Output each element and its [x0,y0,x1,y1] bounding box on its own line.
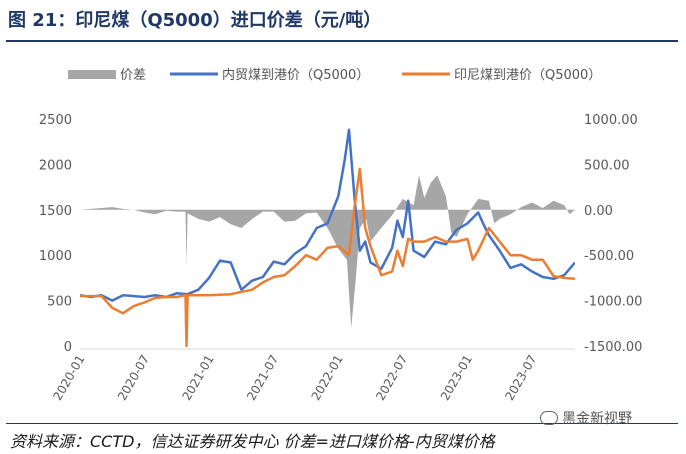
left-axis-tick-label: 1000 [39,249,72,264]
right-axis-tick-label: 1000.00 [584,113,638,128]
line-chart: 价差 内贸煤到港价（Q5000） 印尼煤到港价（Q5000） 0 500 1000 1… [39,67,643,403]
right-axis-tick-label: -1500.00 [584,340,642,355]
indonesia-price-line [80,167,575,348]
x-axis-tick-label: 2022-07 [373,353,410,403]
source-note: 资料来源：CCTD，信达证券研发中心 价差=进口煤价格-内贸煤价格 [10,432,495,451]
right-axis-tick-label: -500.00 [584,249,634,264]
spread-area [80,175,575,328]
x-axis-tick-label: 2021-01 [180,353,217,403]
left-axis-tick-label: 500 [47,295,72,310]
legend-swatch-spread [68,70,116,79]
legend-label-domestic: 内贸煤到港价（Q5000） [222,67,369,83]
left-axis-tick-label: 1500 [39,204,72,219]
x-axis-tick-label: 2021-07 [244,353,281,403]
right-axis-tick-label: 500.00 [584,158,630,173]
right-axis-tick-label: -1000.00 [584,295,642,310]
watermark-text: 黑金新视野 [562,411,632,427]
legend-label-indonesia: 印尼煤到港价（Q5000） [454,68,601,83]
domestic-price-line [80,128,575,302]
left-axis-tick-label: 2500 [39,113,72,128]
x-axis-tick-label: 2023-07 [502,353,539,403]
chart-title: 图 21：印尼煤（Q5000）进口价差（元/吨） [8,10,382,31]
title-underline [6,40,678,42]
x-axis-tick-label: 2022-01 [309,353,346,403]
legend-label-spread: 价差 [120,68,146,83]
x-axis-tick-label: 2020-01 [50,353,87,403]
footer-rule [6,423,678,424]
legend: 价差 内贸煤到港价（Q5000） 印尼煤到港价（Q5000） [68,67,601,83]
right-axis-tick-label: 0.00 [584,204,613,219]
x-axis-tick-label: 2023-01 [438,353,475,403]
left-axis-tick-label: 2000 [39,158,72,173]
wechat-icon [540,411,558,425]
left-axis-tick-label: 0 [64,340,72,355]
x-axis-tick-label: 2020-07 [115,353,152,403]
watermark: 黑金新视野 [540,408,632,428]
